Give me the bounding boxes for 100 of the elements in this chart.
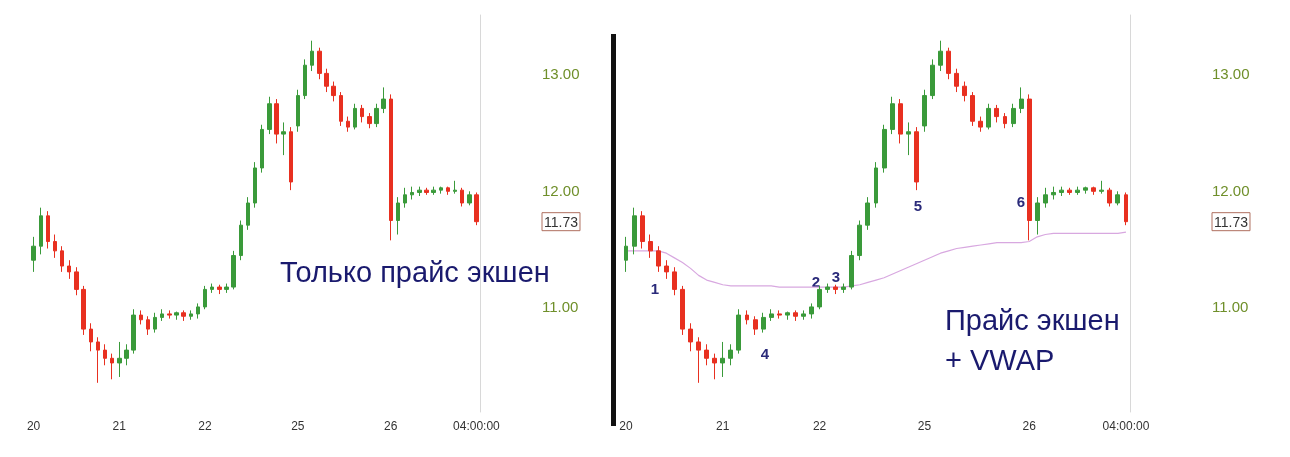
annotation: Только прайс экшен xyxy=(280,256,550,288)
candlestick xyxy=(174,311,179,321)
candlestick xyxy=(131,308,136,355)
candlestick xyxy=(217,284,222,295)
annotation: 3 xyxy=(831,267,841,285)
candlestick xyxy=(181,309,186,322)
candlestick xyxy=(1091,186,1096,196)
candlestick xyxy=(898,98,903,144)
candlestick xyxy=(367,112,372,129)
annotation: Прайс экшен + VWAP xyxy=(945,304,1120,376)
candlestick xyxy=(239,220,243,261)
candlestick xyxy=(1035,196,1040,236)
x-tick-label: 25 xyxy=(291,419,305,433)
y-tick-label: 11.00 xyxy=(542,298,579,316)
annotation: 1 xyxy=(650,279,660,297)
annotation: 4 xyxy=(760,344,770,362)
candlestick xyxy=(353,103,357,130)
candlestick xyxy=(640,210,645,250)
candlestick xyxy=(303,58,307,100)
candlestick xyxy=(110,353,114,380)
candlestick xyxy=(761,312,766,334)
candlestick xyxy=(994,104,999,123)
candlestick xyxy=(914,126,919,191)
candlestick xyxy=(246,196,250,231)
candlestick xyxy=(446,186,450,196)
x-tick-label: 22 xyxy=(812,419,827,433)
candlestick xyxy=(1124,191,1128,226)
candlestick xyxy=(189,309,193,321)
candlestick xyxy=(632,207,637,255)
candlestick xyxy=(978,116,983,133)
y-tick-label: 13.00 xyxy=(542,64,580,82)
x-tick-label: 04:00:00 xyxy=(1102,419,1150,433)
x-tick-label: 04:00:00 xyxy=(453,419,501,433)
candlestick xyxy=(809,302,814,320)
candlestick xyxy=(841,283,846,294)
candlestick xyxy=(922,89,927,133)
candlestick xyxy=(467,190,472,206)
candlestick xyxy=(389,93,393,241)
x-tick-label: 20 xyxy=(26,419,41,433)
candlestick xyxy=(346,116,350,133)
candlestick xyxy=(231,250,236,290)
candlestick xyxy=(986,103,991,130)
candlestick xyxy=(260,124,264,174)
candlestick xyxy=(460,187,464,207)
candlestick xyxy=(785,311,790,321)
candlestick xyxy=(833,284,838,295)
candlestick xyxy=(793,309,798,322)
candlestick xyxy=(946,47,951,80)
candlestick xyxy=(874,161,878,209)
candlestick xyxy=(1011,103,1016,128)
candlestick xyxy=(360,104,364,123)
candlestick xyxy=(117,341,122,378)
x-tick-label: 25 xyxy=(917,419,932,433)
candlestick xyxy=(736,308,741,355)
candlestick xyxy=(253,161,257,209)
candlestick xyxy=(417,186,422,197)
candlestick xyxy=(624,236,628,273)
candlestick xyxy=(431,186,436,196)
candlestick xyxy=(672,266,677,296)
candlestick xyxy=(906,121,911,156)
candlestick xyxy=(274,98,279,144)
candlestick xyxy=(296,89,300,133)
candlestick xyxy=(817,285,822,310)
x-tick-label: 26 xyxy=(1022,419,1037,433)
y-tick-label: 12.00 xyxy=(542,181,580,199)
candlestick xyxy=(60,245,64,273)
x-tick-label: 22 xyxy=(198,419,212,433)
candlestick xyxy=(664,259,669,280)
candlestick xyxy=(310,40,314,72)
y-tick-label: 11.00 xyxy=(1212,298,1249,316)
candlestick xyxy=(1107,187,1112,207)
y-tick-label: 13.00 xyxy=(1212,64,1250,82)
candlestick xyxy=(1115,190,1120,206)
candlestick xyxy=(938,40,943,72)
candlestick xyxy=(1067,187,1072,196)
candlestick xyxy=(67,259,71,280)
candlestick xyxy=(954,68,959,93)
candlestick xyxy=(970,91,975,127)
candlestick xyxy=(89,322,93,352)
candlestick xyxy=(680,285,685,336)
candlestick xyxy=(720,341,725,378)
candlestick xyxy=(1019,86,1024,114)
candlestick xyxy=(1051,186,1056,200)
candlestick xyxy=(374,103,379,128)
candlestick xyxy=(696,336,701,384)
candlestick xyxy=(656,245,661,273)
candlestick xyxy=(890,96,895,135)
candlestick xyxy=(31,236,36,273)
candlestick xyxy=(103,343,107,366)
candlestick xyxy=(267,96,272,135)
y-tick-label: 11.73 xyxy=(544,213,579,230)
candlestick xyxy=(317,47,322,80)
candlestick xyxy=(1043,187,1048,209)
candlestick xyxy=(453,180,457,195)
candlestick xyxy=(403,187,407,209)
candlestick xyxy=(146,315,150,336)
candlestick xyxy=(139,309,143,325)
candlestick xyxy=(331,81,336,102)
candlestick xyxy=(882,124,887,174)
x-tick-label: 20 xyxy=(619,419,634,433)
